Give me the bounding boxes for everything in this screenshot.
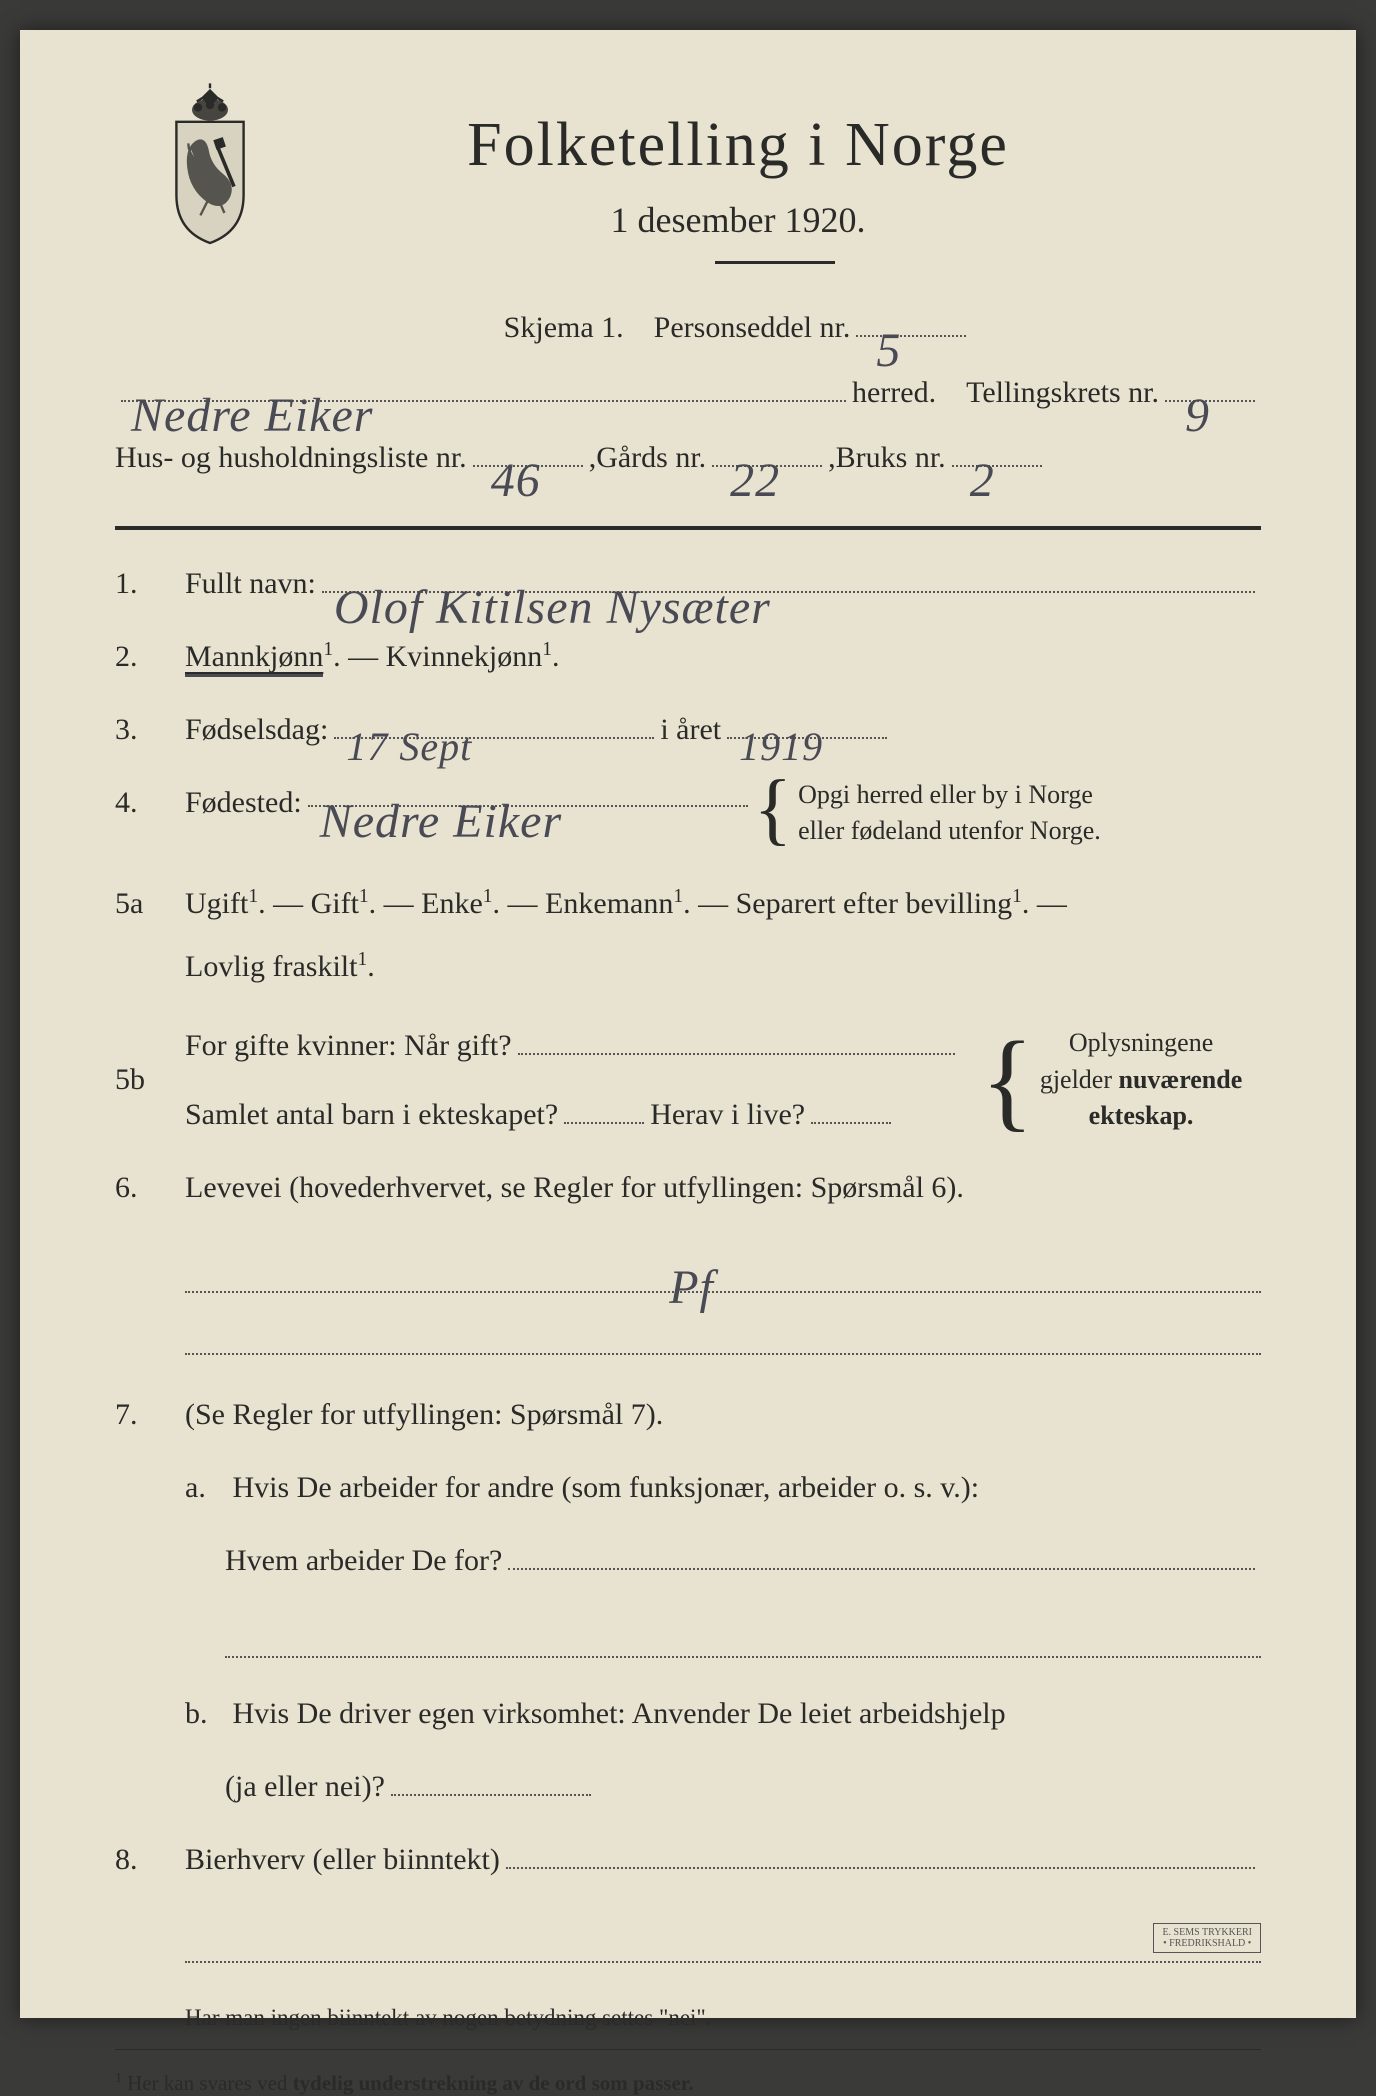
hushold-value: 46 [491,435,541,467]
q5a-opt-2: Enke [421,887,483,920]
personseddel-value: 5 [876,305,901,337]
question-3: 3. Fødselsdag: 17 Sept i året 1919 [115,704,1261,755]
q2-kvinne: Kvinnekjønn [386,640,543,673]
q4-label: Fødested: [185,777,302,828]
question-6: 6. Levevei (hovederhvervet, se Regler fo… [115,1162,1261,1367]
tellingskrets-label: Tellingskrets nr. [966,364,1159,421]
skjema-line: Skjema 1. Personseddel nr. 5 [215,299,1261,356]
skjema-label: Skjema 1. [504,299,624,356]
q7a-line1: Hvis De arbeider for andre (som funksjon… [233,1471,980,1504]
form-subtitle: 1 desember 1920. [215,199,1261,241]
question-8: 8. Bierhverv (eller biinntekt) [115,1834,1261,1975]
q7a-line2: Hvem arbeider De for? [225,1535,502,1586]
question-5a: 5a Ugift1. — Gift1. — Enke1. — Enkemann1… [115,872,1261,998]
herred-line: Nedre Eiker herred. Tellingskrets nr. 9 [115,364,1261,421]
q3-num: 3. [115,704,185,755]
q5b-line2b: Herav i live? [650,1089,805,1140]
q7b-letter: b. [185,1688,225,1739]
q3-year-value: 1919 [739,713,823,741]
q5a-opt-5: Lovlig fraskilt [185,950,357,983]
personseddel-label: Personseddel nr. [654,299,851,356]
q6-label: Levevei (hovederhvervet, se Regler for u… [185,1162,964,1213]
title-divider [715,261,835,264]
q5b-line2a: Samlet antal barn i ekteskapet? [185,1089,558,1140]
q5b-note: Oplysningene gjelder nuværende ekteskap. [1040,1025,1242,1134]
q4-num: 4. [115,777,185,828]
q1-num: 1. [115,558,185,609]
q5b-line1: For gifte kvinner: Når gift? [185,1020,512,1071]
coat-of-arms-icon [150,80,270,250]
q4-value: Nedre Eiker [320,781,562,809]
q6-num: 6. [115,1162,185,1213]
q2-mann: Mannkjønn [185,640,323,677]
footnote: 1 Her kan svares ved tydelig understrekn… [115,2070,1261,2096]
brace-icon: { [981,1036,1034,1124]
q5a-opt-0: Ugift [185,887,248,920]
question-7: 7. (Se Regler for utfyllingen: Spørsmål … [115,1389,1261,1812]
q2-num: 2. [115,631,185,682]
q7b-line1: Hvis De driver egen virksomhet: Anvender… [233,1697,1006,1730]
q6-value: Pf [669,1247,714,1291]
q8-num: 8. [115,1834,185,1885]
q8-label: Bierhverv (eller biinntekt) [185,1834,500,1885]
q7a-letter: a. [185,1462,225,1513]
brace-icon: { [754,777,792,841]
q3-label: Fødselsdag: [185,704,328,755]
footnote-rule [115,2049,1261,2050]
question-2: 2. Mannkjønn1. — Kvinnekjønn1. [115,631,1261,682]
q3-year-label: i året [660,704,721,755]
question-5b: 5b For gifte kvinner: Når gift? Samlet a… [115,1020,1261,1140]
q4-note: Opgi herred eller by i Norge eller fødel… [798,777,1101,850]
q5a-num: 5a [115,878,185,929]
q5a-opt-3: Enkemann [545,887,673,920]
q5b-num: 5b [115,1054,185,1105]
q7-label: (Se Regler for utfyllingen: Spørsmål 7). [185,1389,663,1440]
form-header: Folketelling i Norge 1 desember 1920. Sk… [115,110,1261,486]
question-1: 1. Fullt navn: Olof Kitilsen Nysæter [115,558,1261,609]
question-4: 4. Fødested: Nedre Eiker { Opgi herred e… [115,777,1261,850]
q7b-line2: (ja eller nei)? [225,1761,385,1812]
q5a-opt-4: Separert efter bevilling [736,887,1013,920]
footer-note: Har man ingen biinntekt av nogen betydni… [185,2005,1261,2031]
tellingskrets-value: 9 [1185,370,1210,402]
bruks-label: Bruks nr. [836,429,946,486]
herred-value: Nedre Eiker [131,370,373,402]
q1-label: Fullt navn: [185,558,316,609]
form-title: Folketelling i Norge [215,110,1261,181]
bruks-value: 2 [970,435,995,467]
q7-num: 7. [115,1389,185,1440]
gards-label: Gårds nr. [596,429,706,486]
q5a-opt-1: Gift [311,887,359,920]
header-rule [115,526,1261,530]
census-form-page: Folketelling i Norge 1 desember 1920. Sk… [20,30,1356,2018]
q3-day-value: 17 Sept [346,713,472,741]
printer-stamp: E. SEMS TRYKKERI • FREDRIKSHALD • [1153,1923,1261,1953]
q1-value: Olof Kitilsen Nysæter [334,567,771,595]
gards-value: 22 [730,435,780,467]
